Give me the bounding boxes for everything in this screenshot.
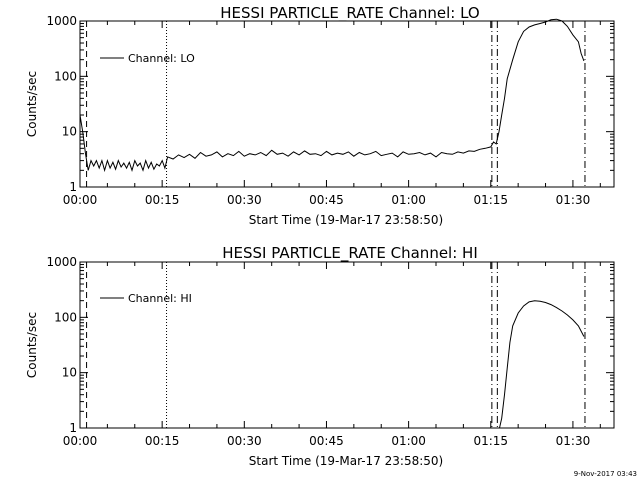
y-tick-labels: 1 10 100 1000 — [46, 14, 77, 194]
y-axis-label: Counts/sec — [25, 312, 39, 378]
x-tick-label: 01:30 — [556, 193, 591, 207]
chart-panel-hi: HESSI PARTICLE_RATE Channel: HI 00:00 00:… — [25, 244, 615, 468]
y-tick-label: 100 — [54, 69, 77, 83]
x-tick-labels: 00:00 00:15 00:30 00:45 01:00 01:15 01:30 — [63, 434, 591, 448]
y-tick-label: 1000 — [46, 14, 77, 28]
x-tick-label: 00:45 — [309, 193, 344, 207]
x-tick-labels: 00:00 00:15 00:30 00:45 01:00 01:15 01:30 — [63, 193, 591, 207]
y-tick-label: 1000 — [46, 255, 77, 269]
data-series — [79, 18, 585, 173]
axis-ticks — [79, 20, 614, 188]
x-axis-label: Start Time (19-Mar-17 23:58:50) — [249, 213, 443, 227]
y-tick-label: 1 — [69, 180, 77, 194]
legend: Channel: HI — [100, 292, 192, 305]
x-tick-label: 00:00 — [63, 193, 98, 207]
series-line — [499, 300, 585, 429]
plot-frame — [79, 20, 615, 188]
x-tick-label: 00:30 — [227, 434, 262, 448]
chart-title: HESSI PARTICLE_RATE Channel: LO — [220, 4, 479, 23]
y-tick-label: 100 — [54, 310, 77, 324]
timestamp-stamp: 9-Nov-2017 03:43 — [574, 470, 637, 478]
legend-entry: Channel: HI — [128, 292, 192, 305]
x-tick-label: 00:15 — [145, 193, 180, 207]
x-tick-label: 00:45 — [309, 434, 344, 448]
y-axis-label: Counts/sec — [25, 71, 39, 137]
x-tick-label: 00:30 — [227, 193, 262, 207]
data-series — [499, 300, 585, 429]
x-tick-label: 01:00 — [391, 193, 426, 207]
x-tick-label: 01:00 — [391, 434, 426, 448]
y-tick-labels: 1 10 100 1000 — [46, 255, 77, 435]
series-line — [79, 18, 585, 173]
legend: Channel: LO — [100, 52, 195, 65]
y-tick-label: 1 — [69, 421, 77, 435]
axis-ticks — [79, 261, 614, 429]
legend-entry: Channel: LO — [128, 52, 195, 65]
plot-frame — [79, 261, 615, 429]
x-axis-label: Start Time (19-Mar-17 23:58:50) — [249, 454, 443, 468]
y-tick-label: 10 — [62, 366, 77, 380]
x-tick-label: 01:15 — [473, 193, 508, 207]
event-markers — [86, 262, 586, 428]
x-tick-label: 01:15 — [473, 434, 508, 448]
x-tick-label: 01:30 — [556, 434, 591, 448]
x-tick-label: 00:15 — [145, 434, 180, 448]
chart-title: HESSI PARTICLE_RATE Channel: HI — [222, 244, 478, 263]
y-tick-label: 10 — [62, 125, 77, 139]
chart-panel-lo: HESSI PARTICLE_RATE Channel: LO 00:00 00:… — [25, 4, 615, 227]
x-tick-label: 00:00 — [63, 434, 98, 448]
